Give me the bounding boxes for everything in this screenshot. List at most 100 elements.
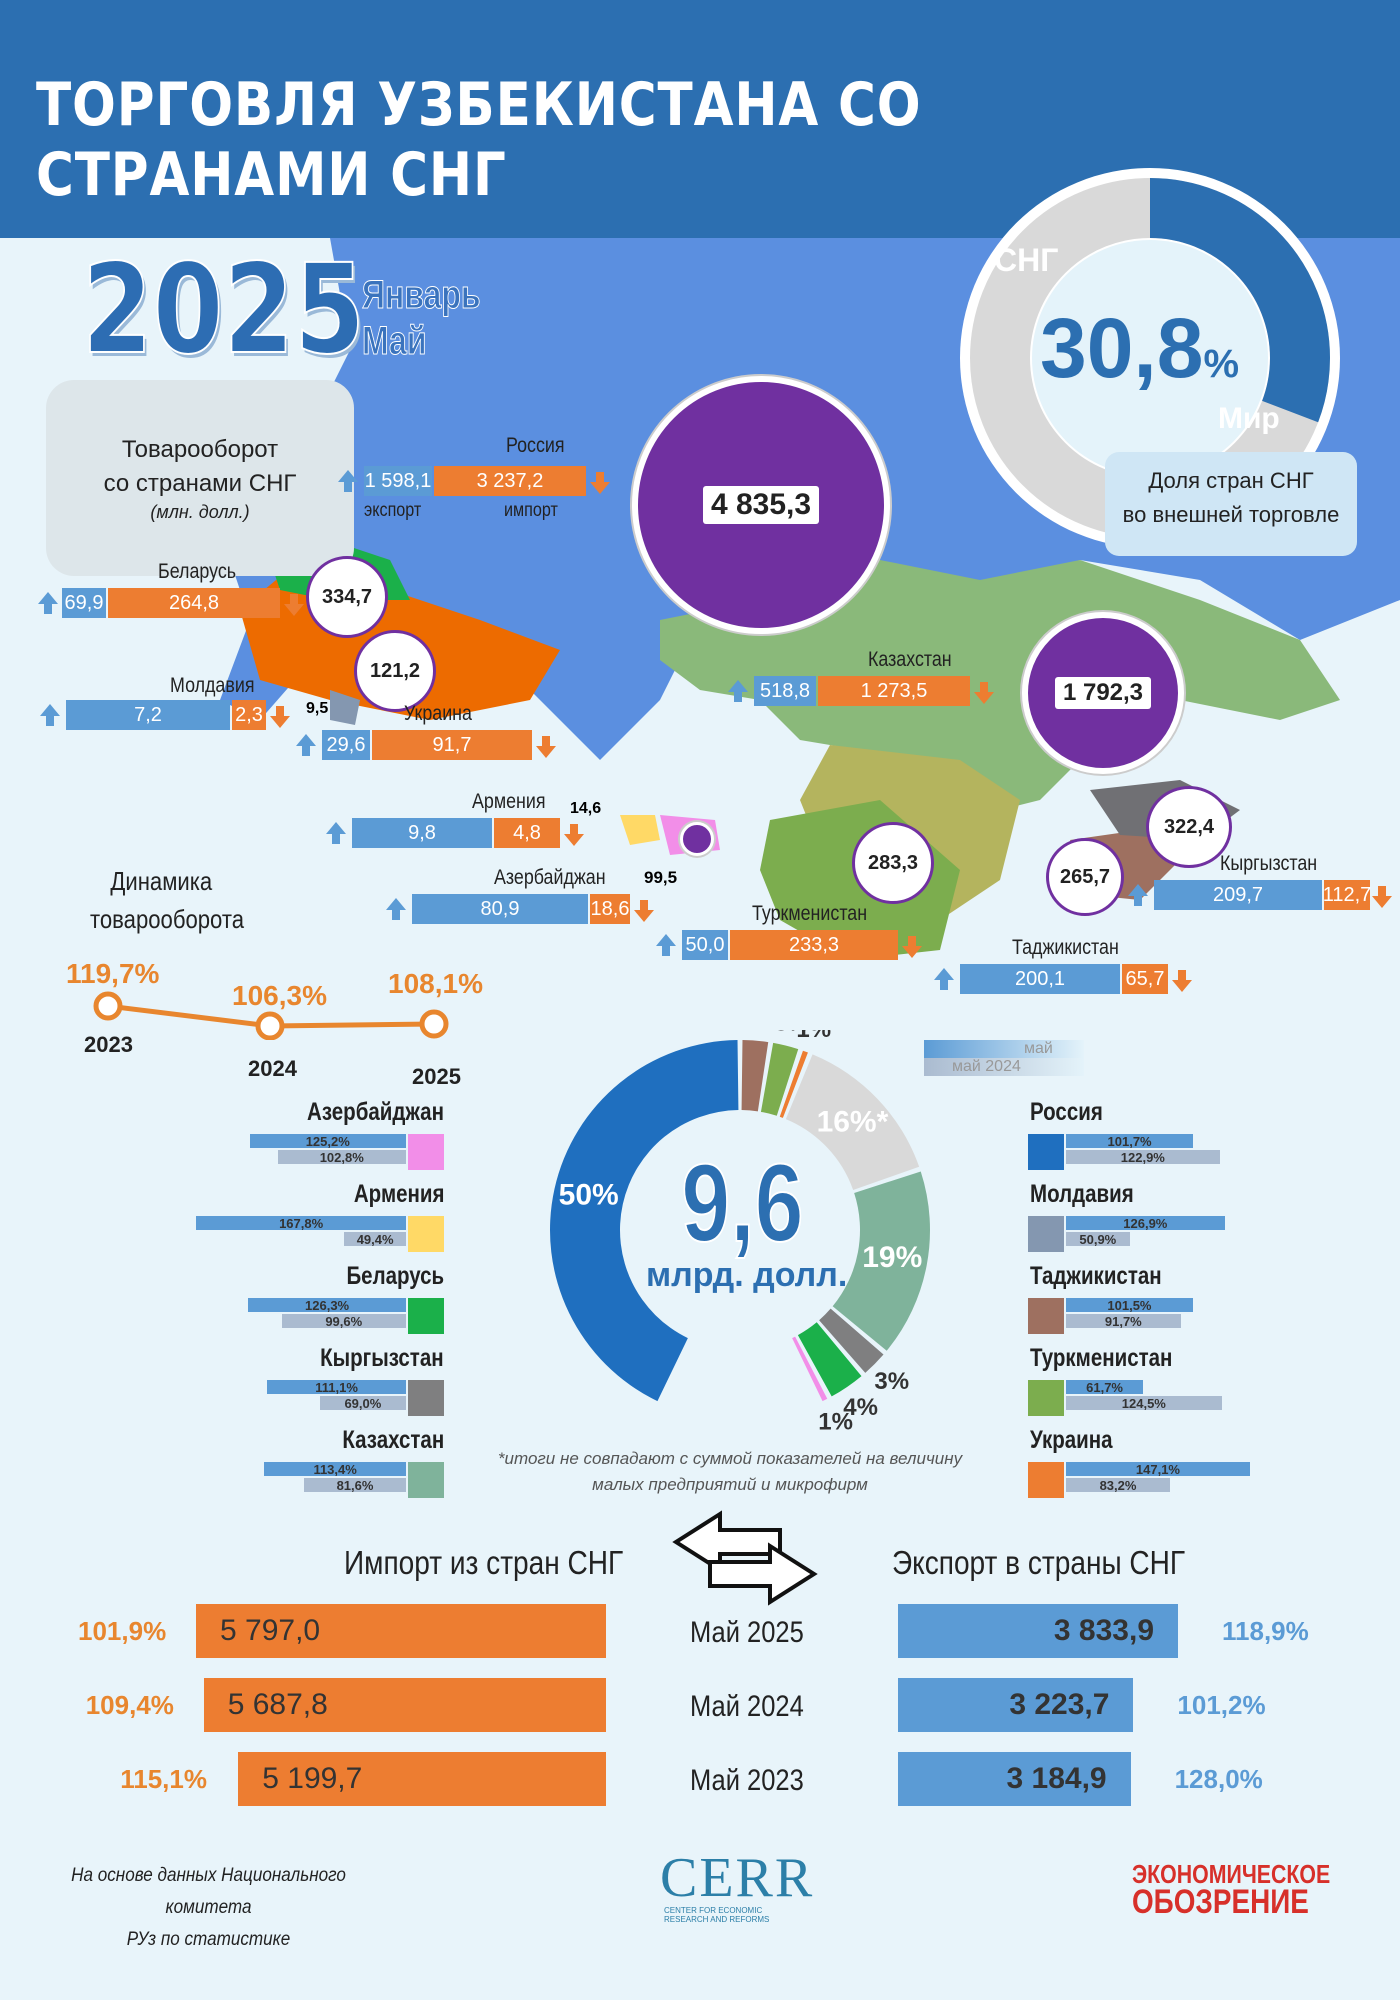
growth-bar-2024: 91,7% [1066, 1314, 1181, 1329]
ukraine-total-bubble: 121,2 [354, 630, 436, 712]
growth-bar-2025: 126,9% [1066, 1216, 1225, 1231]
dynamics-line [93, 991, 449, 1040]
growth-bar-2025: 113,4% [264, 1462, 406, 1477]
belarus-export-arrow-icon [38, 592, 58, 614]
trade-import-growth: 109,4% [85, 1690, 174, 1720]
trade-export-growth: 101,2% [1177, 1690, 1266, 1720]
donut-label-8: 1% [818, 1408, 853, 1430]
growth-country-name: Беларусь [346, 1262, 444, 1290]
period-from: Январь [362, 273, 481, 318]
growth-bar-2024: 69,0% [319, 1396, 406, 1411]
trade-export-growth: 128,0% [1174, 1764, 1263, 1794]
russia-export-bar: 1 598,1 [364, 466, 432, 496]
import-title: Импорт из стран СНГ [344, 1544, 624, 1581]
donut-slice-1 [741, 1040, 769, 1112]
trade-period-label: Май 2024 [690, 1690, 804, 1723]
armenia-name: Армения [472, 790, 546, 813]
eo-logo-line1: ЭКОНОМИЧЕСКОЕ [1132, 1859, 1331, 1889]
dynamics-title: Динамика товарооборота [90, 862, 244, 938]
growth-bar-2025: 101,5% [1066, 1298, 1193, 1313]
turkmenistan-import-bar: 233,3 [730, 930, 898, 960]
moldova-total: 9,5 [306, 700, 329, 717]
kyrgyzstan-import-bar: 112,7 [1323, 880, 1371, 910]
dynamics-title-line2: товарооборота [90, 904, 245, 934]
donut-label-7: 4% [843, 1394, 878, 1421]
russia-total-bubble: 4 835,3 [632, 376, 890, 634]
armenia-total: 14,6 [570, 800, 602, 817]
share-caption-line1: Доля стран СНГ [1148, 468, 1314, 493]
donut-label-5: 19% [862, 1241, 922, 1274]
donut-unit: млрд. долл. [646, 1256, 848, 1294]
ukraine-import-arrow-icon [536, 736, 556, 758]
turkmenistan-name: Туркменистан [752, 902, 868, 925]
armenia-export-bar: 9,8 [352, 818, 492, 848]
russia-name: Россия [506, 434, 565, 457]
moldova-export-bar: 7,2 [66, 700, 230, 730]
eo-logo: ЭКОНОМИЧЕСКОЕ ОБОЗРЕНИЕ [1132, 1859, 1331, 1919]
donut-label-2: 3% [774, 1030, 809, 1036]
growth-bar-2025: 61,7% [1066, 1380, 1144, 1395]
legend-export: экспорт [364, 500, 422, 521]
trade-import-bar: 5 687,8 [203, 1678, 606, 1732]
donut-label-6: 3% [874, 1368, 909, 1395]
page-title: ТОРГОВЛЯ УЗБЕКИСТАНА СО СТРАНАМИ СНГ [36, 70, 922, 210]
donut-slice-6 [819, 1308, 884, 1373]
azerbaijan-name: Азербайджан [494, 866, 606, 889]
growth-bar-2024: 81,6% [304, 1478, 406, 1493]
growth-color-swatch [408, 1216, 444, 1252]
moldova-import-bar: 2,3 [232, 700, 266, 730]
cerr-logo-sub1: CENTER FOR ECONOMIC [664, 1906, 763, 1915]
moldova-import-arrow-icon [270, 706, 290, 728]
donut-slice-3 [779, 1050, 808, 1118]
trade-period-label: Май 2023 [690, 1764, 804, 1797]
growth-color-swatch [1028, 1134, 1064, 1170]
exchange-arrows-icon [672, 1510, 818, 1606]
donut-total: 9,6 [680, 1141, 804, 1266]
azerbaijan-total-bubble [680, 822, 714, 856]
trade-import-bar: 5 797,0 [196, 1604, 606, 1658]
moldova-name: Молдавия [170, 674, 255, 697]
turkmenistan-export-arrow-icon [656, 934, 676, 956]
azerbaijan-export-bar: 80,9 [412, 894, 588, 924]
growth-country-name: Молдавия [1030, 1180, 1134, 1208]
growth-bar-2024: 124,5% [1066, 1396, 1222, 1411]
trade-import-growth: 115,1% [120, 1764, 207, 1794]
trade-period-label: Май 2025 [690, 1616, 804, 1649]
kyrgyzstan-import-arrow-icon [1372, 886, 1392, 908]
belarus-import-bar: 264,8 [108, 588, 280, 618]
russia-total: 4 835,3 [702, 486, 820, 524]
kazakhstan-export-bar: 518,8 [754, 676, 816, 706]
armenia-import-arrow-icon [564, 824, 584, 846]
cerr-logo: CERR CENTER FOR ECONOMIC RESEARCH AND RE… [660, 1850, 814, 1924]
donut-slice-8 [792, 1336, 828, 1402]
share-world-label: Мир [1218, 402, 1280, 435]
growth-color-swatch [1028, 1462, 1064, 1498]
growth-bar-2025: 126,3% [248, 1298, 406, 1313]
ukraine-import-bar: 91,7 [372, 730, 532, 760]
growth-color-swatch [1028, 1298, 1064, 1334]
donut-slice-2 [760, 1042, 799, 1116]
kazakhstan-import-arrow-icon [974, 682, 994, 704]
tajikistan-export-bar: 200,1 [960, 964, 1120, 994]
share-caption-line2: во внешней торговле [1122, 502, 1340, 527]
turkmenistan-import-arrow-icon [902, 936, 922, 958]
growth-bar-2024: 122,9% [1066, 1150, 1220, 1165]
turnover-unit: (млн. долл.) [150, 502, 250, 522]
turkmenistan-export-bar: 50,0 [682, 930, 728, 960]
trade-import-growth: 101,9% [78, 1616, 167, 1646]
legend-may2024-label: май 2024 [952, 1058, 1021, 1075]
donut-footnote: *итоги не совпадают с суммой показателей… [490, 1446, 970, 1498]
dynamics-point-2025 [419, 1009, 449, 1039]
period-to: Май [362, 319, 427, 364]
azerbaijan-export-arrow-icon [386, 898, 406, 920]
ukraine-name: Украина [404, 702, 472, 725]
legend-may2024: май 2024 [924, 1058, 1084, 1076]
kyrgyzstan-export-bar: 209,7 [1154, 880, 1322, 910]
growth-color-swatch [408, 1462, 444, 1498]
tajikistan-total-bubble: 265,7 [1046, 838, 1124, 916]
dynamics-year-2024: 2024 [248, 1056, 297, 1081]
kyrgyzstan-total-bubble: 322,4 [1146, 786, 1232, 868]
growth-color-swatch [1028, 1216, 1064, 1252]
share-cis-arc [970, 178, 1330, 538]
growth-country-name: Туркменистан [1030, 1344, 1173, 1372]
